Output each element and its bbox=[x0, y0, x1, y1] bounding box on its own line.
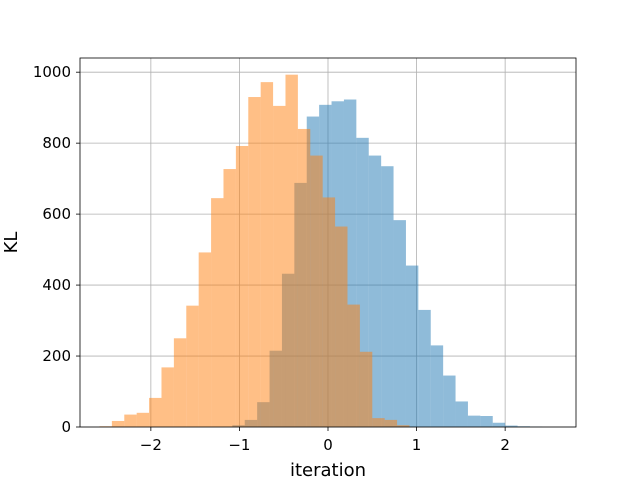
histogram-bar-series-1 bbox=[111, 420, 125, 427]
histogram-bar-series-1 bbox=[173, 338, 187, 427]
histogram-bar-series-0 bbox=[492, 422, 506, 427]
histogram-bar-series-0 bbox=[455, 401, 468, 427]
histogram-bar-series-1 bbox=[397, 425, 410, 427]
y-tick-label: 600 bbox=[42, 205, 71, 223]
histogram-bar-series-0 bbox=[381, 166, 394, 427]
x-tick-label: −1 bbox=[228, 436, 250, 454]
y-axis-label: KL bbox=[1, 232, 22, 254]
bars bbox=[99, 74, 543, 428]
histogram-bar-series-1 bbox=[347, 304, 360, 427]
histogram-bar-series-1 bbox=[136, 412, 150, 427]
histogram-bar-series-0 bbox=[393, 220, 406, 427]
histogram-bar-series-1 bbox=[211, 198, 224, 427]
x-tick-label: −2 bbox=[140, 436, 162, 454]
histogram-bar-series-1 bbox=[124, 414, 137, 427]
histogram-bar-series-1 bbox=[322, 197, 336, 427]
y-tick-label: 0 bbox=[61, 418, 71, 436]
histogram-bar-series-1 bbox=[235, 145, 249, 427]
histogram-bar-series-1 bbox=[273, 105, 286, 427]
histogram-bar-series-0 bbox=[418, 309, 431, 427]
histogram-bar-series-1 bbox=[285, 74, 298, 427]
histogram-bar-series-0 bbox=[405, 265, 419, 427]
histogram-bar-series-0 bbox=[480, 416, 493, 427]
histogram-bar-series-1 bbox=[161, 367, 174, 427]
x-tick-label: 1 bbox=[412, 436, 422, 454]
histogram-bar-series-1 bbox=[260, 82, 274, 427]
axes: −2 −1 0 1 2 0 200 400 600 800 1000 bbox=[33, 57, 577, 454]
histogram-bar-series-1 bbox=[186, 305, 199, 427]
histogram-bar-series-0 bbox=[505, 425, 518, 427]
histogram-bar-series-0 bbox=[467, 415, 481, 427]
x-tick-label: 2 bbox=[500, 436, 510, 454]
y-tick-label: 400 bbox=[42, 276, 71, 294]
y-tick-label: 200 bbox=[42, 347, 71, 365]
histogram-bar-series-1 bbox=[310, 155, 323, 427]
histogram-bar-series-0 bbox=[443, 375, 456, 427]
histogram-bar-series-1 bbox=[335, 226, 348, 427]
y-tick-label: 800 bbox=[42, 134, 71, 152]
histogram-bar-series-1 bbox=[198, 252, 212, 427]
x-tick-label: 0 bbox=[323, 436, 333, 454]
histogram-bar-series-0 bbox=[430, 345, 444, 427]
histogram-bar-series-1 bbox=[223, 169, 236, 427]
histogram-bar-series-1 bbox=[149, 397, 162, 427]
histogram-bar-series-1 bbox=[359, 351, 373, 427]
histogram-bar-series-1 bbox=[372, 418, 385, 427]
histogram-bar-series-1 bbox=[248, 97, 261, 428]
histogram-bar-series-1 bbox=[297, 128, 311, 427]
histogram-bar-series-1 bbox=[384, 419, 398, 427]
x-axis-label: iteration bbox=[290, 460, 366, 480]
y-tick-label: 1000 bbox=[33, 63, 71, 81]
